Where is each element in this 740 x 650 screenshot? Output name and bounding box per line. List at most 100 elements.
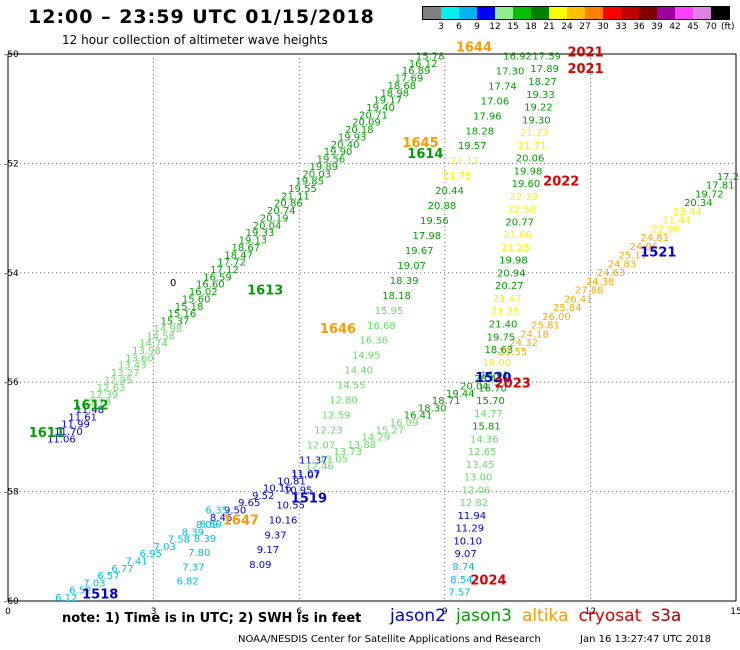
swh-value: 16.68 bbox=[367, 321, 396, 332]
legend-unit: (ft) bbox=[721, 22, 735, 32]
swh-value: 13.27 bbox=[111, 368, 140, 379]
swh-value: 11.99 bbox=[61, 420, 90, 431]
swh-value: 7.41 bbox=[125, 557, 147, 568]
pass-label: 1520 bbox=[475, 371, 511, 386]
swh-value: 7.03 bbox=[83, 578, 105, 589]
legend-swatch bbox=[603, 7, 621, 19]
swh-value: 18.47 bbox=[224, 250, 253, 261]
swh-value: 19.22 bbox=[524, 103, 553, 114]
y-tick-label: -56 bbox=[4, 378, 19, 388]
swh-value: 15.95 bbox=[375, 306, 404, 317]
legend-swatch bbox=[567, 7, 585, 19]
swh-value: 19.90 bbox=[324, 147, 353, 158]
legend-swatch bbox=[675, 7, 693, 19]
swh-value: 18.28 bbox=[465, 126, 494, 137]
swh-value: 8.74 bbox=[452, 562, 474, 573]
swh-value: 7.03 bbox=[154, 542, 176, 553]
swh-value: 19.55 bbox=[288, 184, 317, 195]
swh-value: 18.30 bbox=[418, 403, 447, 414]
swh-value: 18.27 bbox=[528, 77, 557, 88]
legend-tick: 9 bbox=[474, 22, 480, 32]
swh-value: 20.06 bbox=[516, 154, 545, 165]
swh-value: 17.89 bbox=[530, 64, 559, 75]
swh-value: 13.98 bbox=[132, 346, 161, 357]
swh-value: 8.09 bbox=[249, 560, 271, 571]
swh-value: 8.59 bbox=[200, 520, 222, 531]
swh-value: 6.95 bbox=[140, 549, 162, 560]
swh-value: 25.11 bbox=[619, 251, 648, 262]
swh-value: 13.43 bbox=[118, 361, 147, 372]
swh-value: 10.81 bbox=[277, 476, 306, 487]
x-tick-label: 12 bbox=[585, 607, 596, 617]
legend-tick: 33 bbox=[615, 22, 627, 32]
swh-value: 24.96 bbox=[629, 242, 658, 253]
swh-value: 15.60 bbox=[182, 294, 211, 305]
legend-tick: 45 bbox=[687, 22, 699, 32]
swh-value: 14.55 bbox=[337, 381, 366, 392]
swh-value: 19.56 bbox=[317, 155, 346, 166]
swh-value: 17.21 bbox=[717, 172, 740, 183]
swh-value: 26.00 bbox=[542, 312, 571, 323]
swh-value: 20.71 bbox=[359, 110, 388, 121]
swh-value: 21.25 bbox=[501, 243, 530, 254]
swh-value: 11.61 bbox=[68, 412, 97, 423]
swh-value: 6.77 bbox=[111, 564, 133, 575]
swh-value: 20.19 bbox=[260, 213, 289, 224]
swh-value: 16.09 bbox=[390, 418, 419, 429]
swh-value: 6.82 bbox=[176, 577, 198, 588]
swh-value: 21.40 bbox=[489, 320, 518, 331]
satellite-jason3: jason3 bbox=[456, 606, 512, 626]
page-subtitle: 12 hour collection of altimeter wave hei… bbox=[62, 33, 328, 47]
swh-value: 23.44 bbox=[673, 207, 702, 218]
swh-value: 19.07 bbox=[397, 261, 426, 272]
swh-value: 11.37 bbox=[299, 455, 328, 466]
swh-value: 21.12 bbox=[450, 156, 479, 167]
swh-value: 15.16 bbox=[168, 309, 197, 320]
pass-label: 1646 bbox=[320, 322, 356, 337]
pass-label: 2021 bbox=[567, 46, 603, 61]
credits: NOAA/NESDIS Center for Satellite Applica… bbox=[238, 634, 541, 645]
satellite-cryosat: cryosat bbox=[578, 606, 642, 626]
pass-label: 1647 bbox=[223, 513, 259, 528]
swh-value: 20.41 bbox=[474, 374, 503, 385]
swh-value: 18.98 bbox=[380, 88, 409, 99]
swh-value: 19.75 bbox=[487, 332, 516, 343]
swh-value: 11.70 bbox=[54, 427, 83, 438]
pass-label: 2023 bbox=[495, 377, 531, 392]
legend-tick: 24 bbox=[561, 22, 573, 32]
swh-value: 12.07 bbox=[307, 440, 336, 451]
swh-value: 18.63 bbox=[485, 345, 514, 356]
swh-value: 22.33 bbox=[510, 192, 539, 203]
swh-value: 14.77 bbox=[474, 409, 503, 420]
satellite-altika: altika bbox=[522, 606, 569, 626]
swh-value: 16.91 bbox=[480, 371, 509, 382]
swh-value: 7.58 bbox=[168, 535, 190, 546]
swh-value: 16.02 bbox=[189, 287, 218, 298]
swh-value: 25.84 bbox=[553, 303, 582, 314]
swh-value: 10.95 bbox=[284, 485, 313, 496]
legend-tick: 3 bbox=[438, 22, 444, 32]
swh-value: 15.81 bbox=[472, 422, 501, 433]
legend-tick: 18 bbox=[525, 22, 537, 32]
swh-value: 24.83 bbox=[608, 259, 637, 270]
swh-value: 12.18 bbox=[83, 398, 112, 409]
swh-value: 12.46 bbox=[305, 462, 334, 473]
swh-value: 11.94 bbox=[458, 511, 487, 522]
swh-value: 19.30 bbox=[522, 115, 551, 126]
pass-label: 1519 bbox=[291, 492, 327, 507]
x-tick-label: 3 bbox=[151, 607, 157, 617]
swh-value: 10.10 bbox=[453, 536, 482, 547]
legend-tick: 39 bbox=[651, 22, 663, 32]
swh-value: 19.98 bbox=[514, 166, 543, 177]
swh-value: 9.52 bbox=[252, 491, 274, 502]
legend-swatch bbox=[495, 7, 513, 19]
swh-value: 21.47 bbox=[493, 294, 522, 305]
swh-value: 9.17 bbox=[257, 545, 279, 556]
swh-value: 22.58 bbox=[507, 205, 536, 216]
swh-value: 14.29 bbox=[362, 433, 391, 444]
legend-swatch bbox=[639, 7, 657, 19]
swh-value: 11.07 bbox=[291, 470, 320, 481]
swh-value: 16.59 bbox=[203, 272, 232, 283]
legend-tick: 36 bbox=[633, 22, 645, 32]
swh-value: 7.57 bbox=[448, 588, 470, 599]
